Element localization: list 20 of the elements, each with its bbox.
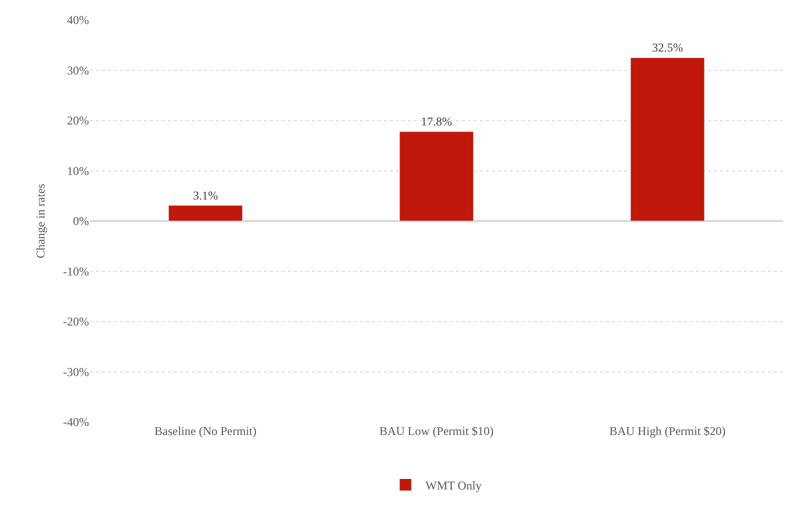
data-label: 3.1%	[193, 188, 218, 202]
x-tick-label: BAU High (Permit $20)	[609, 424, 726, 438]
y-tick-label: 10%	[67, 164, 89, 178]
legend-label: WMT Only	[426, 478, 482, 492]
bar	[630, 57, 705, 222]
y-tick-label: 20%	[67, 114, 89, 128]
data-label: 32.5%	[652, 40, 683, 55]
x-tick-label: Baseline (No Permit)	[154, 424, 256, 438]
y-tick-label: -10%	[63, 264, 89, 278]
y-axis-title: Change in rates	[33, 183, 48, 258]
y-tick-label: -20%	[63, 314, 89, 329]
y-tick-label: 0%	[73, 214, 89, 228]
y-tick-label: 40%	[67, 13, 89, 28]
y-tick-label: 30%	[67, 63, 89, 78]
bar	[168, 205, 243, 222]
y-tick-label: -30%	[63, 364, 89, 379]
y-tick-label: -40%	[63, 415, 89, 430]
x-tick-label: BAU Low (Permit $10)	[379, 424, 494, 438]
bar	[399, 131, 474, 222]
data-label: 17.8%	[421, 114, 452, 129]
